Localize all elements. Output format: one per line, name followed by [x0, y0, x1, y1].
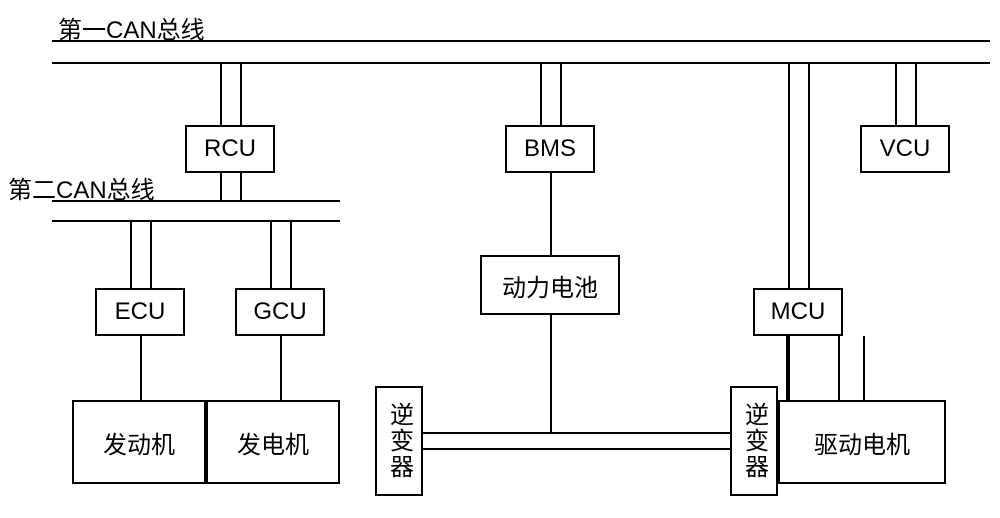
- connector-line: [863, 336, 865, 400]
- node-inverter-1: 逆变器: [375, 386, 423, 496]
- connector-line: [560, 62, 562, 125]
- connector-line: [550, 173, 552, 255]
- node-inverter-2: 逆变器: [730, 386, 778, 496]
- connector-line: [786, 386, 788, 400]
- connector-line: [915, 62, 917, 125]
- node-drive-motor: 驱动电机: [778, 400, 946, 484]
- node-rcu: RCU: [185, 125, 275, 173]
- connector-line: [423, 432, 730, 434]
- bus1-label: 第一CAN总线: [58, 10, 205, 45]
- connector-line: [52, 220, 340, 222]
- node-generator: 发电机: [206, 400, 340, 484]
- node-gcu: GCU: [235, 288, 325, 336]
- connector-line: [150, 220, 152, 288]
- node-ecu: ECU: [95, 288, 185, 336]
- connector-line: [140, 336, 142, 400]
- node-bms: BMS: [505, 125, 595, 173]
- connector-line: [270, 220, 272, 288]
- connector-line: [220, 173, 222, 200]
- connector-line: [130, 220, 132, 288]
- node-mcu: MCU: [753, 288, 843, 336]
- connector-line: [788, 336, 790, 400]
- connector-line: [423, 448, 730, 450]
- connector-line: [240, 62, 242, 125]
- connector-line: [240, 173, 242, 200]
- connector-line: [788, 62, 790, 288]
- node-vcu: VCU: [860, 125, 950, 173]
- connector-line: [280, 336, 282, 400]
- connector-line: [550, 315, 552, 432]
- connector-line: [895, 62, 897, 125]
- node-engine: 发动机: [72, 400, 206, 484]
- node-battery: 动力电池: [480, 255, 620, 315]
- connector-line: [808, 62, 810, 288]
- diagram-canvas: 第一CAN总线RCUBMSVCUMCU第二CAN总线ECUGCU动力电池发动机发…: [0, 0, 1000, 518]
- connector-line: [838, 336, 840, 400]
- connector-line: [290, 220, 292, 288]
- connector-line: [540, 62, 542, 125]
- connector-line: [52, 62, 990, 64]
- connector-line: [220, 62, 222, 125]
- connector-line: [52, 200, 340, 202]
